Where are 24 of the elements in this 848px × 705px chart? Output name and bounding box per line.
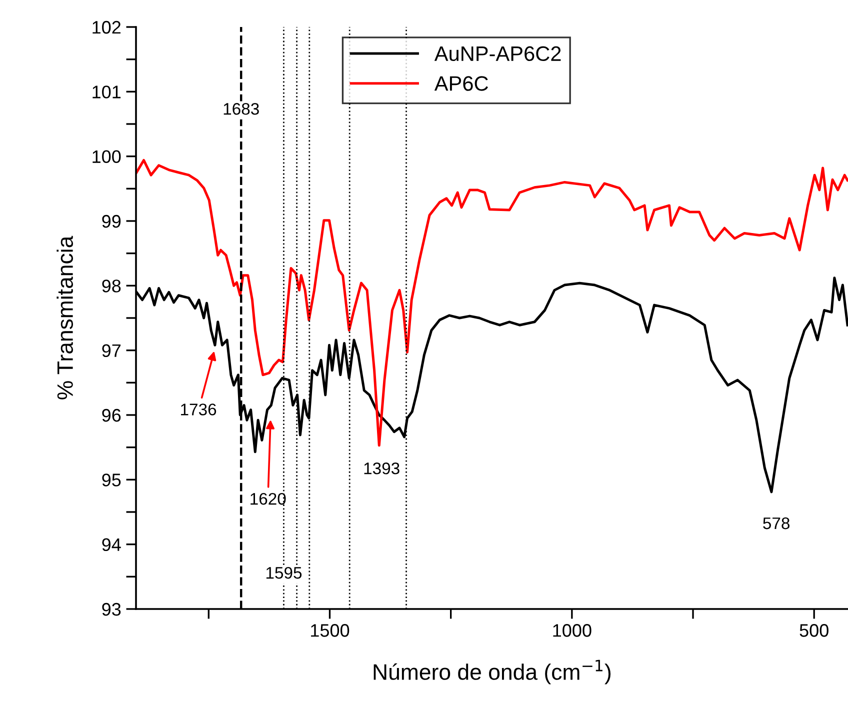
annotation: 1393	[364, 462, 400, 474]
y-tick-label: 97	[102, 344, 121, 358]
ref-line-label: 1595	[266, 566, 302, 579]
annotation: 1620	[250, 492, 286, 505]
y-tick-label: 96	[102, 408, 121, 422]
y-tick-label: 101	[92, 86, 121, 98]
y-tick-label: 99	[102, 214, 121, 228]
x-tick-label: 1500	[311, 624, 350, 637]
y-tick-label: 100	[92, 150, 121, 164]
line-series	[136, 158, 848, 447]
x-tick-label: 500	[800, 624, 828, 637]
y-tick-label: 102	[92, 20, 121, 34]
x-tick-label: 1000	[553, 624, 592, 637]
y-tick-label: 98	[102, 280, 121, 292]
ref-line-label: 1683	[224, 103, 259, 115]
legend-label: AuNP-AP6C2	[434, 46, 561, 62]
y-axis-title: % Transmitancia	[56, 236, 74, 400]
y-tick-label: 94	[102, 538, 121, 552]
y-tick-label: 93	[102, 602, 121, 616]
annotation: 1736	[181, 404, 216, 416]
legend-label: AP6C	[434, 76, 488, 91]
x-axis-title: Número de onda (cm$^{−1}$)	[374, 660, 611, 684]
annotation: 578	[763, 517, 790, 530]
y-tick-label: 95	[102, 474, 121, 486]
